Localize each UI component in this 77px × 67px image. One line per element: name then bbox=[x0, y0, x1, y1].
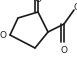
Text: O: O bbox=[0, 30, 7, 40]
Text: Cl: Cl bbox=[74, 3, 77, 13]
Text: O: O bbox=[34, 0, 42, 4]
Text: O: O bbox=[61, 46, 68, 55]
